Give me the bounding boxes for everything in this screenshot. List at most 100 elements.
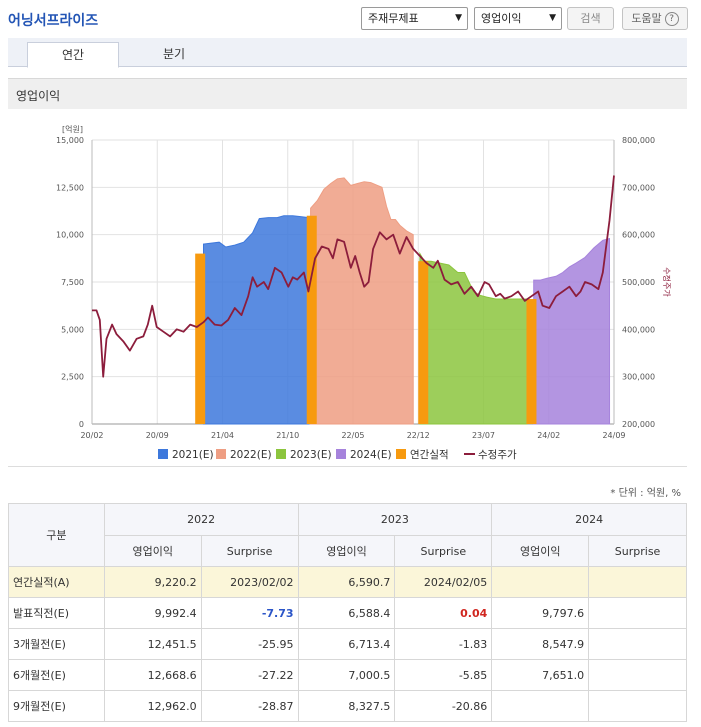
table-cell: 9,220.2: [103, 566, 202, 598]
area-series-2023(E): [419, 251, 528, 425]
question-icon: ?: [664, 12, 679, 26]
row-label: 발표직전(E): [8, 597, 105, 629]
column-header: Surprise: [394, 535, 493, 567]
table-cell: 2024/02/05: [394, 566, 493, 598]
table-row: 연간실적(A) 9,220.2 2023/02/02 6,590.7 2024/…: [8, 566, 687, 598]
help-button[interactable]: 도움말?: [622, 7, 688, 30]
legend-label: 연간실적: [410, 449, 449, 461]
x-axis-tick-label: 23/07: [472, 431, 495, 440]
table-cell: -1.83: [394, 628, 493, 660]
table-cell: -28.87: [200, 690, 299, 722]
chevron-down-icon: ▼: [455, 13, 462, 23]
table-cell: 6,590.7: [297, 566, 396, 598]
table-row: 발표직전(E) 9,992.4 -7.73 6,588.4 0.04 9,797…: [8, 597, 687, 629]
table-cell: [491, 690, 590, 722]
right-axis-tick-label: 600,000: [622, 231, 655, 240]
x-axis-tick-label: 20/09: [146, 431, 169, 440]
legend-label: 2024(E): [350, 449, 392, 461]
column-header: Surprise: [588, 535, 687, 567]
area-series-2024(E): [533, 237, 611, 425]
table-cell: 7,000.5: [297, 659, 396, 691]
table-cell: -27.22: [200, 659, 299, 691]
year-header: 2022: [103, 503, 299, 536]
item-select[interactable]: 영업이익 ▼: [474, 7, 562, 30]
left-axis-tick-label: 12,500: [56, 183, 84, 192]
table-cell: 9,797.6: [491, 597, 590, 629]
left-axis-tick-label: 5,000: [61, 325, 84, 334]
legend-swatch: [276, 449, 286, 459]
statement-select[interactable]: 주재무제표 ▼: [361, 7, 468, 30]
section-header: 영업이익: [8, 78, 687, 109]
table-cell: [588, 628, 687, 660]
company-name: 어닝서프라이즈: [8, 13, 99, 29]
x-axis-tick-label: 20/02: [80, 431, 103, 440]
table-cell: [588, 566, 687, 598]
x-axis-tick-label: 21/04: [211, 431, 234, 440]
item-select-value: 영업이익: [481, 12, 522, 25]
year-header: 2023: [297, 503, 493, 536]
area-series-2021(E): [202, 215, 309, 425]
actual-result-bar: [418, 261, 429, 424]
column-header: Surprise: [200, 535, 299, 567]
surprise-value: -7.73: [261, 606, 294, 620]
left-axis-tick-label: 10,000: [56, 231, 84, 240]
legend-label: 2022(E): [230, 449, 272, 461]
divider: [8, 466, 687, 467]
row-label: 3개월전(E): [8, 628, 105, 660]
tab-quarterly[interactable]: 분기: [162, 47, 186, 61]
table-cell: -5.85: [394, 659, 493, 691]
right-axis-tick-label: 300,000: [622, 373, 655, 382]
table-cell: 6,713.4: [297, 628, 396, 660]
legend-swatch: [396, 449, 406, 459]
x-axis-tick-label: 22/05: [341, 431, 364, 440]
table-row: 3개월전(E) 12,451.5 -25.95 6,713.4 -1.83 8,…: [8, 628, 687, 660]
section-title: 영업이익: [16, 89, 61, 103]
left-axis-tick-label: 15,000: [56, 136, 84, 145]
x-axis-tick-label: 24/09: [602, 431, 625, 440]
table-cell: 2023/02/02: [200, 566, 299, 598]
right-axis-tick-label: 700,000: [622, 183, 655, 192]
table-cell: 9,992.4: [103, 597, 202, 629]
area-series-2022(E): [310, 177, 414, 425]
period-tabs: 연간 분기: [8, 38, 687, 68]
table-cell: 12,451.5: [103, 628, 202, 660]
x-axis-tick-label: 24/02: [537, 431, 560, 440]
row-label: 9개월전(E): [8, 690, 105, 722]
table-cell: 8,547.9: [491, 628, 590, 660]
right-axis-label: 수정주가: [662, 267, 672, 297]
operating-profit-chart: 15,000 800,000 12,500 700,000 10,000 600,000 7…: [56, 124, 672, 461]
table-cell: 7,651.0: [491, 659, 590, 691]
actual-result-bar: [306, 215, 317, 424]
statement-select-value: 주재무제표: [368, 12, 419, 25]
tab-annual[interactable]: 연간: [27, 42, 119, 68]
table-cell: -25.95: [200, 628, 299, 660]
search-button[interactable]: 검색: [567, 7, 614, 30]
column-header: 영업이익: [297, 535, 396, 567]
table-cell: [491, 566, 590, 598]
chevron-down-icon: ▼: [549, 13, 556, 23]
year-header: 2024: [491, 503, 687, 536]
column-header: 영업이익: [103, 535, 202, 567]
table-cell: 8,327.5: [297, 690, 396, 722]
legend-swatch: [158, 449, 168, 459]
column-header: 영업이익: [491, 535, 590, 567]
left-axis-tick-label: 2,500: [61, 373, 84, 382]
table-cell: -20.86: [394, 690, 493, 722]
unit-note: * 단위 : 억원, %: [610, 488, 681, 499]
x-axis-tick-label: 21/10: [276, 431, 299, 440]
legend-label: 수정주가: [478, 449, 517, 461]
surprise-value: 0.04: [460, 606, 488, 620]
chart-legend: 2021(E) 2022(E) 2023(E) 2024(E) 연간실적 수정주가: [158, 449, 517, 461]
legend-label: 2023(E): [290, 449, 332, 461]
table-cell: -7.73: [200, 597, 299, 629]
actual-result-bar: [195, 253, 206, 424]
surprise-table: 구분 2022 2023 2024 영업이익 Surprise 영업이익 Sur…: [8, 503, 687, 722]
legend-label: 2021(E): [172, 449, 214, 461]
right-axis-tick-label: 400,000: [622, 325, 655, 334]
help-button-label: 도움말: [631, 12, 662, 25]
table-cell: 0.04: [394, 597, 493, 629]
row-label: 6개월전(E): [8, 659, 105, 691]
right-axis-tick-label: 200,000: [622, 420, 655, 429]
row-label: 연간실적(A): [8, 566, 105, 598]
table-cell: [588, 690, 687, 722]
